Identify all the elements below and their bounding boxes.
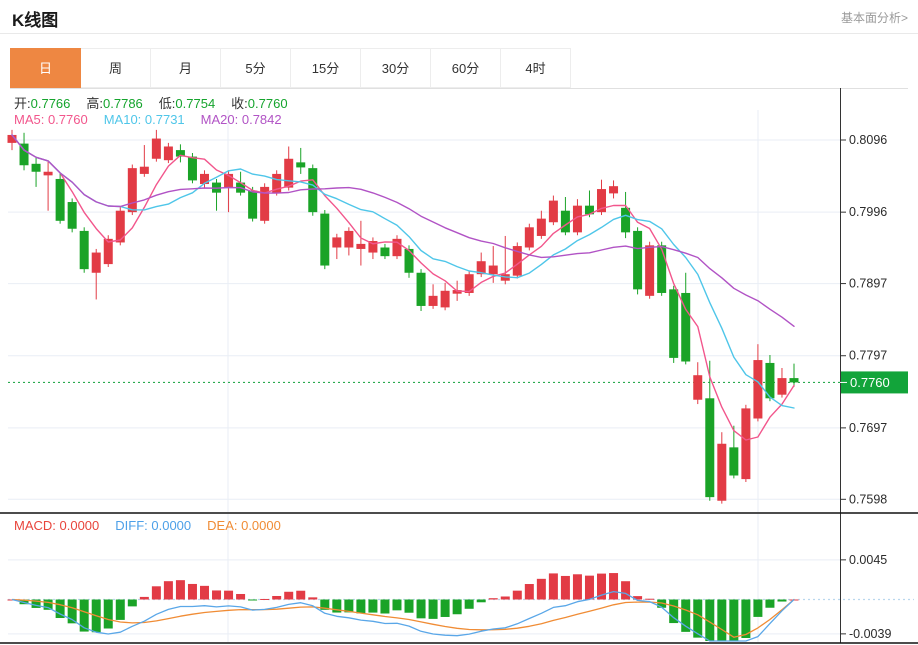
legend-item: 收:0.7760 <box>231 96 287 111</box>
ma-legend: MA5: 0.7760 MA10: 0.7731 MA20: 0.7842 <box>14 112 298 127</box>
current-price-badge: 0.7760 <box>840 371 908 394</box>
tab-5min[interactable]: 5分 <box>220 48 291 88</box>
legend-item: MA20: 0.7842 <box>200 112 282 127</box>
legend-label: 开: <box>14 96 31 111</box>
header-divider <box>0 33 918 34</box>
grid-lines <box>8 110 840 642</box>
tab-week[interactable]: 周 <box>80 48 151 88</box>
legend-item: DIFF: 0.0000 <box>115 518 192 533</box>
tab-4hour[interactable]: 4时 <box>500 48 571 88</box>
price-axis-label: 0.7797 <box>849 349 887 363</box>
page-title: K线图 <box>12 11 59 30</box>
legend-item: 低:0.7754 <box>159 96 215 111</box>
price-axis-label: 0.7598 <box>849 492 887 506</box>
diff-line <box>11 590 795 642</box>
legend-item: MACD: 0.0000 <box>14 518 100 533</box>
fundamental-analysis-link[interactable]: 基本面分析> <box>840 11 908 25</box>
ma10-line <box>11 134 795 409</box>
tab-day[interactable]: 日 <box>10 48 81 88</box>
macd-legend: MACD: 0.0000 DIFF: 0.0000 DEA: 0.0000 <box>14 518 297 533</box>
legend-item: DEA: 0.0000 <box>207 518 281 533</box>
legend-item: MA5: 0.7760 <box>14 112 88 127</box>
interval-tab-bar: 日周月 5分 15分 30分 60分 4时 <box>10 48 908 89</box>
tab-month[interactable]: 月 <box>150 48 221 88</box>
legend-label: 收: <box>231 96 248 111</box>
legend-item: 高:0.7786 <box>86 96 142 111</box>
price-axis-label: 0.7697 <box>849 421 887 435</box>
price-axis-label: 0.7996 <box>849 205 887 219</box>
price-axis-label: 0.7897 <box>849 277 887 291</box>
axis-labels: 0.8096 0.7996 0.7897 0.7797 0.7697 0.7598 0.00… <box>840 133 891 641</box>
candles-group <box>7 129 799 504</box>
legend-value: 0.7786 <box>103 96 143 111</box>
ma20-line <box>11 134 795 327</box>
legend-value: 0.7754 <box>175 96 216 111</box>
legend-value: 0.7766 <box>30 96 71 111</box>
price-axis-label: 0.8096 <box>849 133 887 147</box>
tab-15min[interactable]: 15分 <box>290 48 361 88</box>
legend-label: 高: <box>86 96 104 111</box>
current-price-label: 0.7760 <box>850 375 890 390</box>
legend-label: 低: <box>158 96 176 111</box>
macd-histogram <box>7 573 799 641</box>
legend-item: 开:0.7766 <box>14 96 70 111</box>
macd-axis-label: -0.0039 <box>849 627 891 641</box>
ohlc-legend: 开:0.7766 高:0.7786 低:0.7754 收:0.7760 <box>14 93 304 112</box>
macd-axis-label: 0.0045 <box>849 553 887 567</box>
legend-item: MA10: 0.7731 <box>103 112 185 127</box>
tab-60min[interactable]: 60分 <box>430 48 501 88</box>
tab-30min[interactable]: 30分 <box>360 48 431 88</box>
kline-chart-canvas[interactable]: 0.8096 0.7996 0.7897 0.7797 0.7697 0.7598 0.00… <box>0 88 918 645</box>
legend-value: 0.7760 <box>247 96 288 111</box>
ma5-line <box>11 134 795 441</box>
